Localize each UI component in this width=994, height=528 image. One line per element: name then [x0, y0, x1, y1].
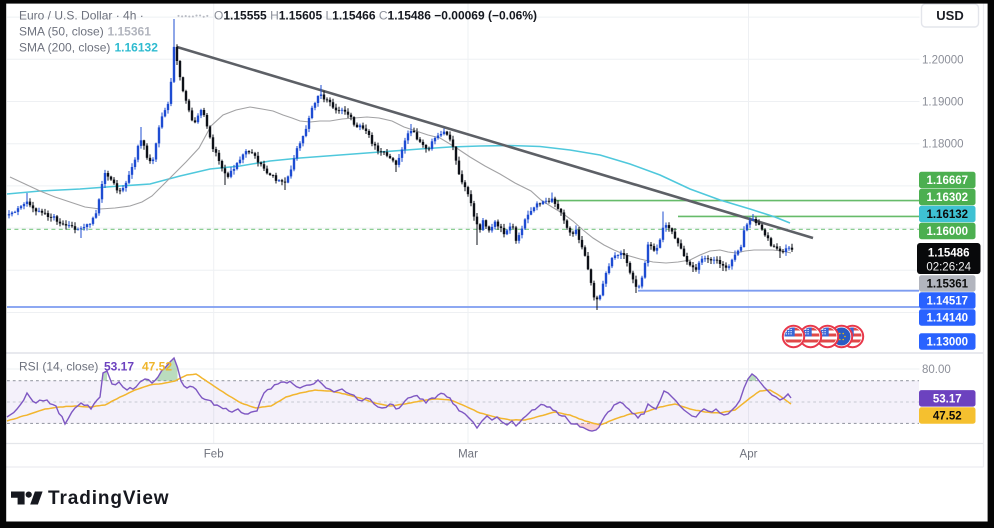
svg-text:SMA (50, close): SMA (50, close): [19, 25, 104, 39]
svg-text:02:26:24: 02:26:24: [926, 261, 971, 273]
svg-text:1.18000: 1.18000: [922, 139, 964, 151]
svg-text:1.15486: 1.15486: [928, 248, 970, 260]
svg-text:53.17: 53.17: [933, 393, 962, 405]
svg-text:O1.15555 H1.15605 L1.15466 C1.: O1.15555 H1.15605 L1.15466 C1.15486 −0.0…: [214, 9, 537, 23]
svg-text:1.16302: 1.16302: [926, 192, 968, 204]
svg-text:1.15361: 1.15361: [926, 279, 968, 291]
svg-text:1.14140: 1.14140: [926, 313, 968, 325]
svg-text:53.17: 53.17: [104, 360, 134, 374]
svg-text:47.52: 47.52: [142, 360, 172, 374]
svg-text:SMA (200, close): SMA (200, close): [19, 41, 110, 55]
svg-text:Euro / U.S. Dollar · 4h ·: Euro / U.S. Dollar · 4h ·: [19, 9, 144, 23]
svg-text:1.19000: 1.19000: [922, 97, 964, 109]
svg-text:1.16132: 1.16132: [926, 209, 968, 221]
svg-text:Mar: Mar: [458, 449, 478, 461]
svg-text:80.00: 80.00: [922, 364, 951, 376]
svg-text:1.15361: 1.15361: [108, 25, 152, 39]
svg-text:1.14517: 1.14517: [926, 296, 968, 308]
svg-text:Feb: Feb: [204, 449, 224, 461]
svg-text:1.16667: 1.16667: [926, 175, 968, 187]
svg-text:TradingView: TradingView: [48, 488, 169, 509]
svg-text:1.16132: 1.16132: [115, 41, 159, 55]
svg-text:1.16000: 1.16000: [926, 226, 968, 238]
svg-text:1.13000: 1.13000: [926, 337, 968, 349]
svg-text:USD: USD: [936, 8, 963, 23]
svg-text:RSI (14, close): RSI (14, close): [19, 360, 98, 374]
svg-text:1.20000: 1.20000: [922, 54, 964, 66]
svg-text:Apr: Apr: [740, 449, 758, 461]
svg-text:47.52: 47.52: [933, 411, 962, 423]
